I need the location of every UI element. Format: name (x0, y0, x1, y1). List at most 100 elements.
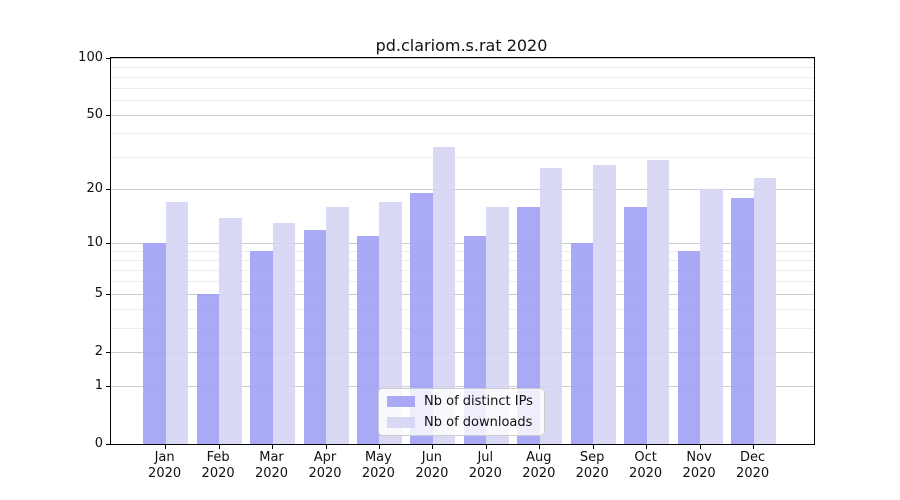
x-tick-oct (646, 445, 648, 449)
x-tick-apr (325, 445, 327, 449)
x-tick-year: 2020 (522, 466, 556, 481)
gridline-major-5 (111, 294, 814, 296)
x-tick-year: 2020 (682, 466, 716, 481)
plot-area (106, 57, 815, 449)
gridline-major-1 (111, 386, 814, 387)
x-tick-year: 2020 (148, 466, 182, 481)
legend-entry-downloads: Nb of downloads (387, 412, 536, 433)
x-tick-month: May (364, 450, 392, 465)
bar-downloads-jul (486, 207, 509, 444)
x-tick-label-nov: Nov 2020 (668, 450, 730, 482)
x-tick-jan (165, 445, 167, 449)
x-tick-label-sep: Sep 2020 (561, 450, 623, 482)
x-tick-year: 2020 (736, 466, 770, 481)
bar-distinct-ips-sep (570, 243, 594, 444)
x-tick-month: Jul (477, 450, 494, 465)
gridline-major-10 (111, 243, 814, 245)
y-tick-label-2: 2 (94, 343, 103, 359)
bar-distinct-ips-feb (196, 294, 220, 444)
x-tick-feb (218, 445, 220, 449)
x-tick-jul (485, 445, 487, 449)
legend: Nb of distinct IPs Nb of downloads (378, 388, 545, 436)
gridline-major-100 (111, 58, 814, 59)
gridline-minor-9 (111, 251, 814, 253)
gridline-minor-7 (111, 270, 814, 272)
x-tick-label-jul: Jul 2020 (454, 450, 516, 482)
bar-downloads-mar (272, 223, 295, 444)
y-tick-0 (106, 443, 110, 445)
y-tick-1 (106, 385, 110, 387)
y-tick-label-20: 20 (86, 180, 103, 196)
y-tick-label-100: 100 (78, 49, 103, 65)
x-tick-year: 2020 (254, 466, 289, 481)
x-tick-label-apr: Apr 2020 (294, 450, 356, 482)
bar-distinct-ips-mar (250, 251, 273, 444)
x-tick-year: 2020 (575, 466, 609, 481)
x-tick-month: Mar (259, 450, 284, 465)
y-tick-label-10: 10 (86, 234, 103, 250)
x-tick-month: Sep (579, 450, 605, 465)
x-tick-label-jun: Jun 2020 (401, 450, 463, 482)
bar-downloads-feb (219, 217, 242, 444)
gridline-minor-8 (111, 260, 814, 262)
bar-downloads-oct (646, 159, 670, 444)
bar-distinct-ips-dec (731, 197, 754, 444)
x-tick-aug (539, 445, 541, 449)
x-tick-nov (699, 445, 701, 449)
x-tick-sep (592, 445, 594, 449)
gridline-minor-6 (111, 281, 814, 283)
bar-distinct-ips-jun (410, 193, 433, 444)
gridline-major-20 (111, 189, 814, 191)
x-tick-may (378, 445, 380, 449)
bar-downloads-jan (165, 202, 189, 444)
y-tick-100 (106, 57, 110, 59)
x-tick-label-oct: Oct 2020 (615, 450, 677, 482)
bar-distinct-ips-apr (303, 229, 326, 444)
x-tick-month: Nov (686, 450, 712, 465)
x-tick-year: 2020 (201, 466, 235, 481)
bar-downloads-may (379, 202, 402, 444)
gridline-minor-40 (111, 133, 814, 135)
x-tick-dec (753, 445, 755, 449)
y-tick-label-5: 5 (94, 285, 103, 301)
bar-downloads-apr (326, 207, 349, 444)
y-tick-label-1: 1 (94, 377, 103, 393)
gridline-minor-30 (111, 156, 814, 158)
legend-label: Nb of downloads (424, 415, 533, 430)
x-tick-month: Jan (154, 450, 175, 465)
legend-label: Nb of distinct IPs (424, 394, 533, 409)
chart-title: pd.clariom.s.rat 2020 (375, 36, 548, 55)
x-tick-mar (272, 445, 273, 449)
bar-downloads-dec (753, 178, 777, 444)
x-tick-month: Aug (526, 450, 552, 465)
x-tick-label-jan: Jan 2020 (134, 450, 196, 482)
y-tick-20 (106, 188, 110, 190)
x-tick-month: Dec (740, 450, 766, 465)
y-tick-10 (106, 242, 110, 244)
legend-swatch-icon (387, 417, 415, 428)
bar-downloads-nov (700, 189, 723, 444)
legend-entry-distinct-ips: Nb of distinct IPs (387, 391, 536, 412)
gridline-minor-60 (111, 100, 814, 102)
x-tick-jun (432, 445, 434, 449)
gridline-minor-70 (111, 87, 814, 89)
bar-downloads-jun (432, 146, 456, 444)
gridline-minor-3 (111, 328, 814, 330)
bar-distinct-ips-aug (517, 207, 540, 444)
bar-distinct-ips-oct (624, 207, 647, 444)
y-tick-label-50: 50 (86, 106, 103, 122)
x-tick-label-mar: Mar 2020 (241, 450, 303, 482)
gridline-minor-90 (111, 66, 814, 68)
x-tick-year: 2020 (629, 466, 663, 481)
x-tick-label-aug: Aug 2020 (508, 450, 570, 482)
x-tick-label-dec: Dec 2020 (722, 450, 784, 482)
x-tick-year: 2020 (361, 466, 395, 481)
bar-distinct-ips-may (356, 236, 380, 444)
y-tick-5 (106, 293, 110, 295)
x-tick-label-may: May 2020 (347, 450, 409, 482)
bar-downloads-aug (539, 168, 563, 444)
x-tick-year: 2020 (468, 466, 502, 481)
y-tick-label-0: 0 (94, 435, 103, 451)
bar-downloads-sep (593, 165, 616, 444)
